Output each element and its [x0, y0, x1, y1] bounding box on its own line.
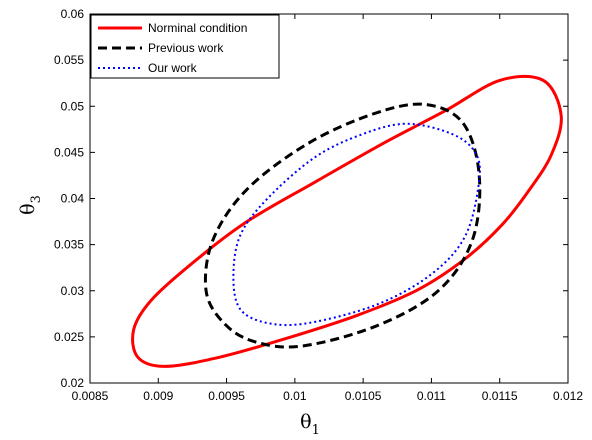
x-tick-label: 0.0115: [482, 389, 518, 403]
series-contour-2: [203, 102, 482, 349]
y-tick-label: 0.045: [54, 145, 84, 159]
legend-label-1: Norminal condition: [148, 21, 247, 35]
legend-box: [90, 14, 280, 79]
y-tick-label: 0.06: [61, 7, 85, 21]
x-tick-label: 0.0105: [345, 389, 382, 403]
x-tick-label: 0.01: [283, 389, 307, 403]
series-contour-1: [131, 74, 563, 368]
x-tick-label: 0.0085: [72, 389, 109, 403]
y-tick-label: 0.05: [61, 99, 85, 113]
legend-label-3: Our work: [148, 61, 198, 75]
legend: Norminal condition Previous work Our work: [90, 14, 280, 79]
y-tick-label: 0.04: [61, 192, 85, 206]
y-axis-title: θ3: [17, 195, 44, 215]
y-tick-label: 0.035: [54, 238, 84, 252]
x-tick-label: 0.009: [143, 389, 173, 403]
series-contour-3: [232, 122, 481, 327]
x-axis-title-subscript: 1: [312, 423, 320, 438]
x-axis-title-symbol: θ: [300, 411, 311, 433]
y-tick-label: 0.02: [61, 376, 85, 390]
y-tick-label: 0.03: [61, 284, 85, 298]
y-tick-label: 0.025: [54, 330, 84, 344]
y-axis-title-symbol: θ: [17, 203, 39, 214]
y-axis-title-subscript: 3: [29, 195, 44, 203]
y-axis-ticks: 0.02 0.025 0.03 0.035 0.04 0.045 0.05 0.055 0.06: [54, 7, 568, 390]
x-tick-label: 0.012: [553, 389, 583, 403]
series-layer: [131, 74, 563, 368]
x-tick-label: 0.0095: [208, 389, 245, 403]
x-axis-ticks: 0.0085 0.009 0.0095 0.01 0.0105 0.011 0.0115 0.…: [72, 14, 583, 403]
y-tick-label: 0.055: [54, 53, 84, 67]
legend-label-2: Previous work: [148, 41, 224, 55]
x-tick-label: 0.011: [417, 389, 446, 403]
x-axis-title: θ1: [300, 411, 320, 438]
